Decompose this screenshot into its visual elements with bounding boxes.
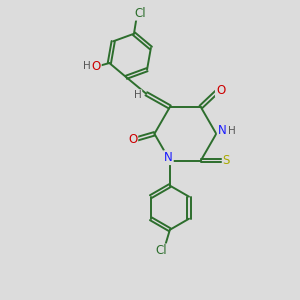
Text: O: O: [216, 84, 225, 97]
Text: H: H: [228, 126, 236, 136]
Text: O: O: [92, 59, 101, 73]
Text: Cl: Cl: [156, 244, 167, 257]
Text: O: O: [128, 133, 137, 146]
Text: N: N: [164, 151, 173, 164]
Text: S: S: [223, 154, 230, 167]
Text: H: H: [134, 90, 141, 100]
Text: H: H: [83, 61, 91, 71]
Text: Cl: Cl: [135, 7, 146, 20]
Text: N: N: [218, 124, 226, 137]
